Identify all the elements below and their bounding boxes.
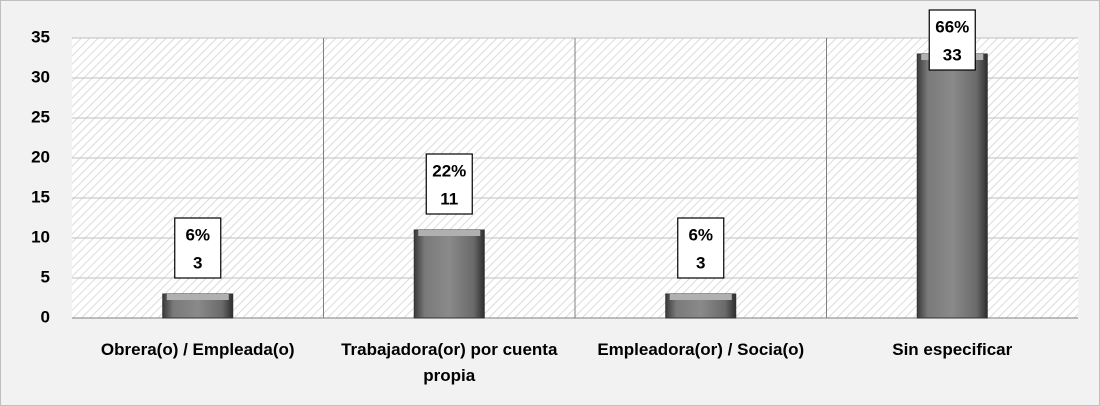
y-tick-label: 10 [31,227,50,246]
bar-top [418,230,481,236]
y-tick-label: 15 [31,187,50,206]
data-label-box [677,217,725,279]
x-tick-label: Sin especificar [892,340,1013,359]
value-label: 33 [943,45,962,64]
value-label: 11 [440,189,458,208]
y-tick-label: 0 [41,307,50,326]
bar [413,229,485,319]
bar-top [166,294,229,300]
y-tick-label: 25 [31,107,50,126]
bar-top [669,294,732,300]
x-tick-label: Obrera(o) / Empleada(o) [100,340,295,359]
percent-label: 6% [185,225,210,244]
y-tick-label: 20 [31,147,50,166]
percent-label: 6% [688,225,713,244]
percent-label: 22% [432,161,466,180]
data-label-box [174,217,222,279]
value-label: 3 [193,253,202,272]
percent-label: 66% [935,17,969,36]
y-tick-label: 5 [41,267,50,286]
x-tick-label: Trabajadora(or) por cuenta propia [341,340,558,385]
x-tick-label: Empleadora(or) / Socia(o) [597,340,805,359]
data-label-box [425,153,473,215]
y-tick-label: 35 [31,27,50,46]
bar [916,53,988,319]
data-label-box [928,9,976,71]
y-tick-label: 30 [31,67,50,86]
value-label: 3 [696,253,705,272]
